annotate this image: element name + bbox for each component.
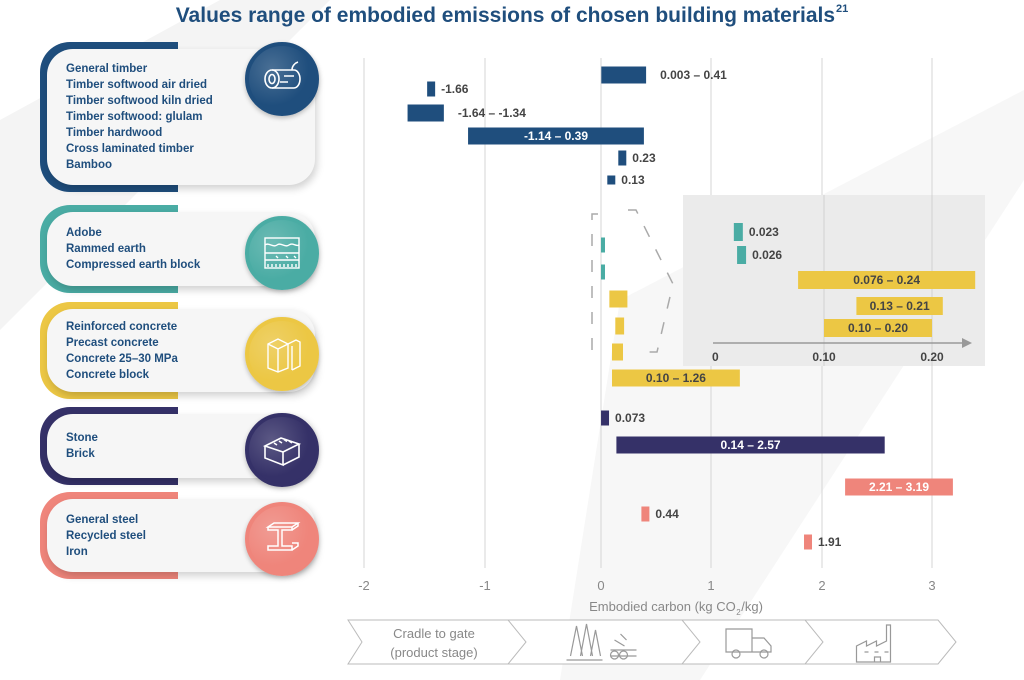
bar-steel [641, 506, 650, 522]
data-label: 0.44 [655, 507, 679, 521]
stage-chevron-2 [506, 619, 702, 665]
data-label: 0.003 – 0.41 [660, 68, 727, 82]
data-label: -1.64 – -1.34 [458, 106, 526, 120]
bar-steel [804, 534, 813, 550]
material-item: Precast concrete [66, 336, 159, 349]
inset-data-label: 0.023 [749, 225, 779, 239]
stage-label-line2: (product stage) [390, 645, 477, 660]
bar-concrete [612, 343, 623, 361]
x-axis-label: Embodied carbon (kg CO [589, 599, 736, 614]
inset-bar-concrete [824, 319, 932, 337]
stage-chevron-3 [680, 619, 827, 665]
material-item: Adobe [66, 227, 102, 239]
inset-bar-earth [737, 246, 747, 264]
stage-chevron-1: Cradle to gate (product stage) [347, 619, 529, 665]
x-tick-label: 2 [818, 578, 825, 593]
x-axis-label-subscript: 2 [736, 608, 741, 617]
inset-bar-concrete [798, 271, 976, 289]
material-item: Timber softwood: glulam [66, 111, 203, 123]
inset-bar-concrete [856, 297, 943, 315]
inset-tick-label: 0 [712, 350, 719, 364]
bar-earth [601, 264, 605, 280]
x-tick-label: -1 [479, 578, 491, 593]
bar-timber [427, 81, 436, 97]
bar-concrete [612, 369, 740, 387]
material-item: Brick [66, 448, 95, 460]
title-footnote-ref: 21 [836, 3, 849, 15]
inset-data-label: 0.026 [752, 248, 782, 262]
material-item: Stone [66, 432, 98, 444]
bar-steel [845, 478, 953, 496]
material-item: Bamboo [66, 159, 112, 171]
factory-icon [855, 624, 892, 663]
zoom-bracket [591, 209, 674, 357]
inset-data-label: 0.10 – 0.20 [848, 321, 908, 335]
data-label: 2.21 – 3.19 [869, 480, 929, 494]
material-item: Cross laminated timber [66, 143, 194, 155]
stage-label-line1: Cradle to gate [393, 626, 475, 641]
x-tick-label: -2 [358, 578, 370, 593]
inset-axis-arrow-icon [962, 338, 972, 348]
material-item: Timber softwood air dried [66, 79, 207, 91]
material-item: General steel [66, 513, 139, 526]
data-label: 0.10 – 1.26 [646, 371, 706, 385]
material-item: Rammed earth [66, 243, 146, 255]
x-tick-label: 0 [597, 578, 604, 593]
material-item: Reinforced concrete [66, 320, 178, 333]
bar-timber [607, 175, 616, 185]
bar-concrete [615, 317, 625, 335]
steel-beam-icon [245, 502, 319, 576]
concrete-blocks-icon [245, 317, 319, 391]
data-label: 0.073 [615, 411, 645, 425]
truck-icon [725, 628, 772, 659]
data-label: -1.66 [441, 82, 469, 96]
bar-timber [601, 66, 647, 84]
stage-chevron-4 [803, 619, 957, 665]
inset-data-label: 0.076 – 0.24 [853, 273, 920, 287]
brick-icon [245, 413, 319, 487]
x-tick-label: 1 [707, 578, 714, 593]
forest-and-logs-icon [566, 623, 637, 661]
material-item: Concrete block [66, 368, 150, 381]
earth-layers-icon [245, 216, 319, 290]
page-title: Values range of embodied emissions of ch… [0, 3, 1024, 28]
material-item: Concrete 25–30 MPa [66, 352, 178, 365]
material-item: Recycled steel [66, 529, 146, 542]
material-item: Compressed earth block [66, 259, 201, 271]
page-title-text: Values range of embodied emissions of ch… [175, 4, 836, 27]
data-label: -1.14 – 0.39 [524, 129, 588, 143]
x-tick-label: 3 [928, 578, 935, 593]
bar-concrete [609, 290, 628, 308]
log-icon [245, 42, 319, 116]
data-label: 1.91 [818, 535, 842, 549]
x-axis-label-unit: /kg) [741, 599, 763, 614]
bar-earth [601, 237, 605, 253]
inset-data-label: 0.13 – 0.21 [870, 299, 930, 313]
material-item: Timber hardwood [66, 127, 163, 139]
data-label: 0.13 [621, 173, 645, 187]
inset-tick-label: 0.20 [920, 350, 944, 364]
material-item: Timber softwood kiln dried [66, 95, 213, 107]
inset-bar-earth [733, 223, 743, 241]
bar-timber [407, 104, 444, 122]
bar-timber [618, 150, 627, 166]
bar-masonry [616, 436, 885, 454]
data-label: 0.14 – 2.57 [721, 438, 781, 452]
inset-tick-label: 0.10 [812, 350, 836, 364]
data-label: 0.23 [632, 151, 656, 165]
material-item: Iron [66, 545, 88, 558]
bar-masonry [601, 410, 610, 426]
bar-timber [468, 127, 644, 145]
material-item: General timber [66, 63, 148, 75]
